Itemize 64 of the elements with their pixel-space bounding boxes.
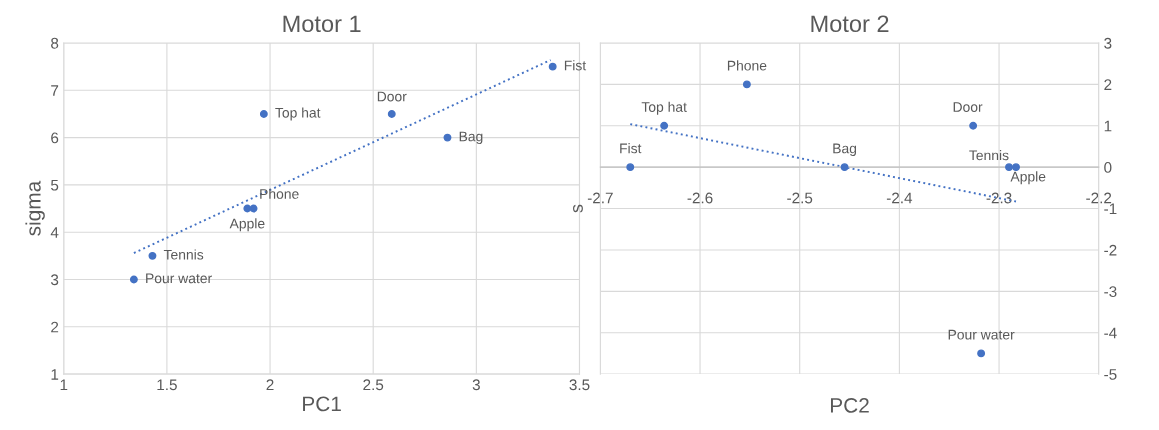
- annotation: Top hat: [275, 107, 321, 121]
- annotation: Apple: [229, 218, 265, 232]
- point: [243, 204, 252, 213]
- y-tick-label: 4: [50, 227, 59, 238]
- annotation: Pour water: [948, 329, 1015, 340]
- x-tick-label: 2: [266, 379, 274, 391]
- x-axis-title: PC1: [303, 396, 341, 412]
- y-tick-label: 2: [51, 321, 59, 333]
- y-tick-label: 3: [50, 274, 59, 286]
- point: [259, 109, 268, 118]
- annotation: Fist: [620, 143, 642, 154]
- x-tick-label: 1: [60, 379, 68, 391]
- chart-title: Motor 1: [283, 15, 361, 33]
- annotation: Bag: [459, 131, 483, 145]
- point: [742, 80, 751, 89]
- x-tick-label: -2.5: [787, 192, 813, 204]
- y-tick-label: 1: [1104, 120, 1112, 132]
- y-tick-label: -1: [1104, 203, 1117, 215]
- point: [626, 163, 635, 172]
- annotation: Pour water: [146, 273, 212, 284]
- y-tick-label: -2: [1104, 244, 1117, 256]
- x-axis-title: PC2: [830, 398, 869, 413]
- y-tick-label: 5: [51, 179, 59, 191]
- x-tick-label: 2.5: [363, 379, 384, 391]
- point: [148, 251, 157, 260]
- y-tick-label: -3: [1104, 286, 1117, 298]
- point: [969, 121, 978, 130]
- y-tick-label: -4: [1104, 327, 1117, 339]
- point: [548, 62, 557, 71]
- x-tick-label: -2.7: [587, 192, 613, 204]
- annotation: Tennis: [163, 249, 204, 260]
- annotation: Tennis: [969, 150, 1009, 161]
- point: [387, 109, 396, 118]
- annotation: Phone: [260, 188, 299, 199]
- annotation: Bag: [833, 143, 857, 157]
- point: [840, 163, 849, 172]
- y-tick-label: 0: [1104, 162, 1112, 173]
- y-tick-label: 7: [51, 85, 59, 96]
- point: [977, 349, 986, 358]
- x-tick-label: -2.4: [886, 192, 913, 204]
- y-axis-title: s: [573, 204, 583, 213]
- y-tick-label: 1: [51, 369, 59, 380]
- annotation: Fist: [564, 60, 587, 71]
- annotation: Phone: [727, 60, 767, 71]
- x-tick-label: 3: [472, 379, 480, 391]
- annotation: Top hat: [641, 101, 687, 115]
- chart-title: Motor 2: [811, 15, 889, 33]
- y-axis-title: sigma: [25, 180, 45, 236]
- y-tick-label: 3: [1104, 37, 1112, 49]
- point: [129, 275, 138, 284]
- point: [443, 133, 452, 142]
- x-tick-label: -2.6: [687, 192, 713, 204]
- y-tick-label: 8: [51, 37, 59, 49]
- x-tick-label: 1.5: [157, 379, 177, 391]
- annotation: Door: [377, 91, 407, 102]
- y-tick-label: 6: [51, 132, 59, 144]
- point: [1005, 163, 1013, 172]
- annotation: Apple: [1010, 171, 1046, 185]
- y-tick-label: 2: [1104, 79, 1112, 90]
- y-tick-label: -5: [1104, 369, 1117, 380]
- x-tick-label: 3.5: [569, 379, 590, 391]
- annotation: Door: [953, 102, 983, 112]
- point: [660, 121, 669, 130]
- x-tick-label: -2.2: [1086, 192, 1112, 204]
